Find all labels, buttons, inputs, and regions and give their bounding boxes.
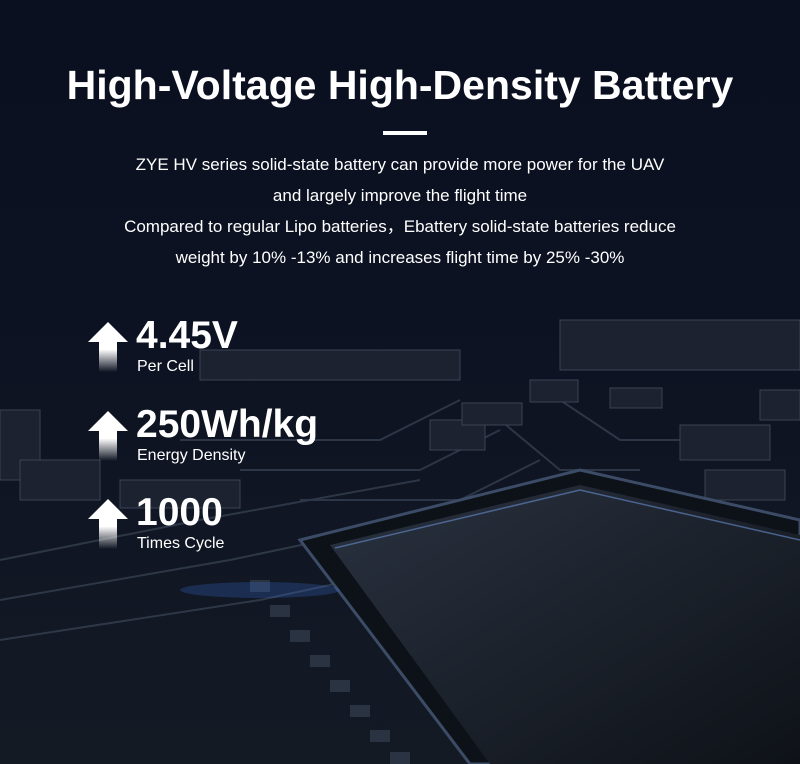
stat-value: 250Wh/kg xyxy=(136,403,319,446)
stat-label: Energy Density xyxy=(137,447,246,464)
description-line: weight by 10% -13% and increases flight … xyxy=(175,248,625,267)
stat-value: 1000 xyxy=(136,491,223,534)
description-line: ZYE HV series solid-state battery can pr… xyxy=(135,155,665,174)
arrow-up-icon xyxy=(88,411,128,461)
description-line: Compared to regular Lipo batteries，Ebatt… xyxy=(124,217,676,236)
page-title: High-Voltage High-Density Battery xyxy=(66,62,734,108)
chip xyxy=(250,468,800,764)
stat-label: Times Cycle xyxy=(137,535,225,552)
title-divider xyxy=(383,131,427,135)
arrow-up-icon xyxy=(88,499,128,549)
arrow-up-icon xyxy=(88,322,128,372)
stat-label: Per Cell xyxy=(137,358,194,375)
description-line: and largely improve the flight time xyxy=(272,186,528,205)
stat-value: 4.45V xyxy=(136,314,238,357)
description: ZYE HV series solid-state battery can pr… xyxy=(0,149,800,273)
